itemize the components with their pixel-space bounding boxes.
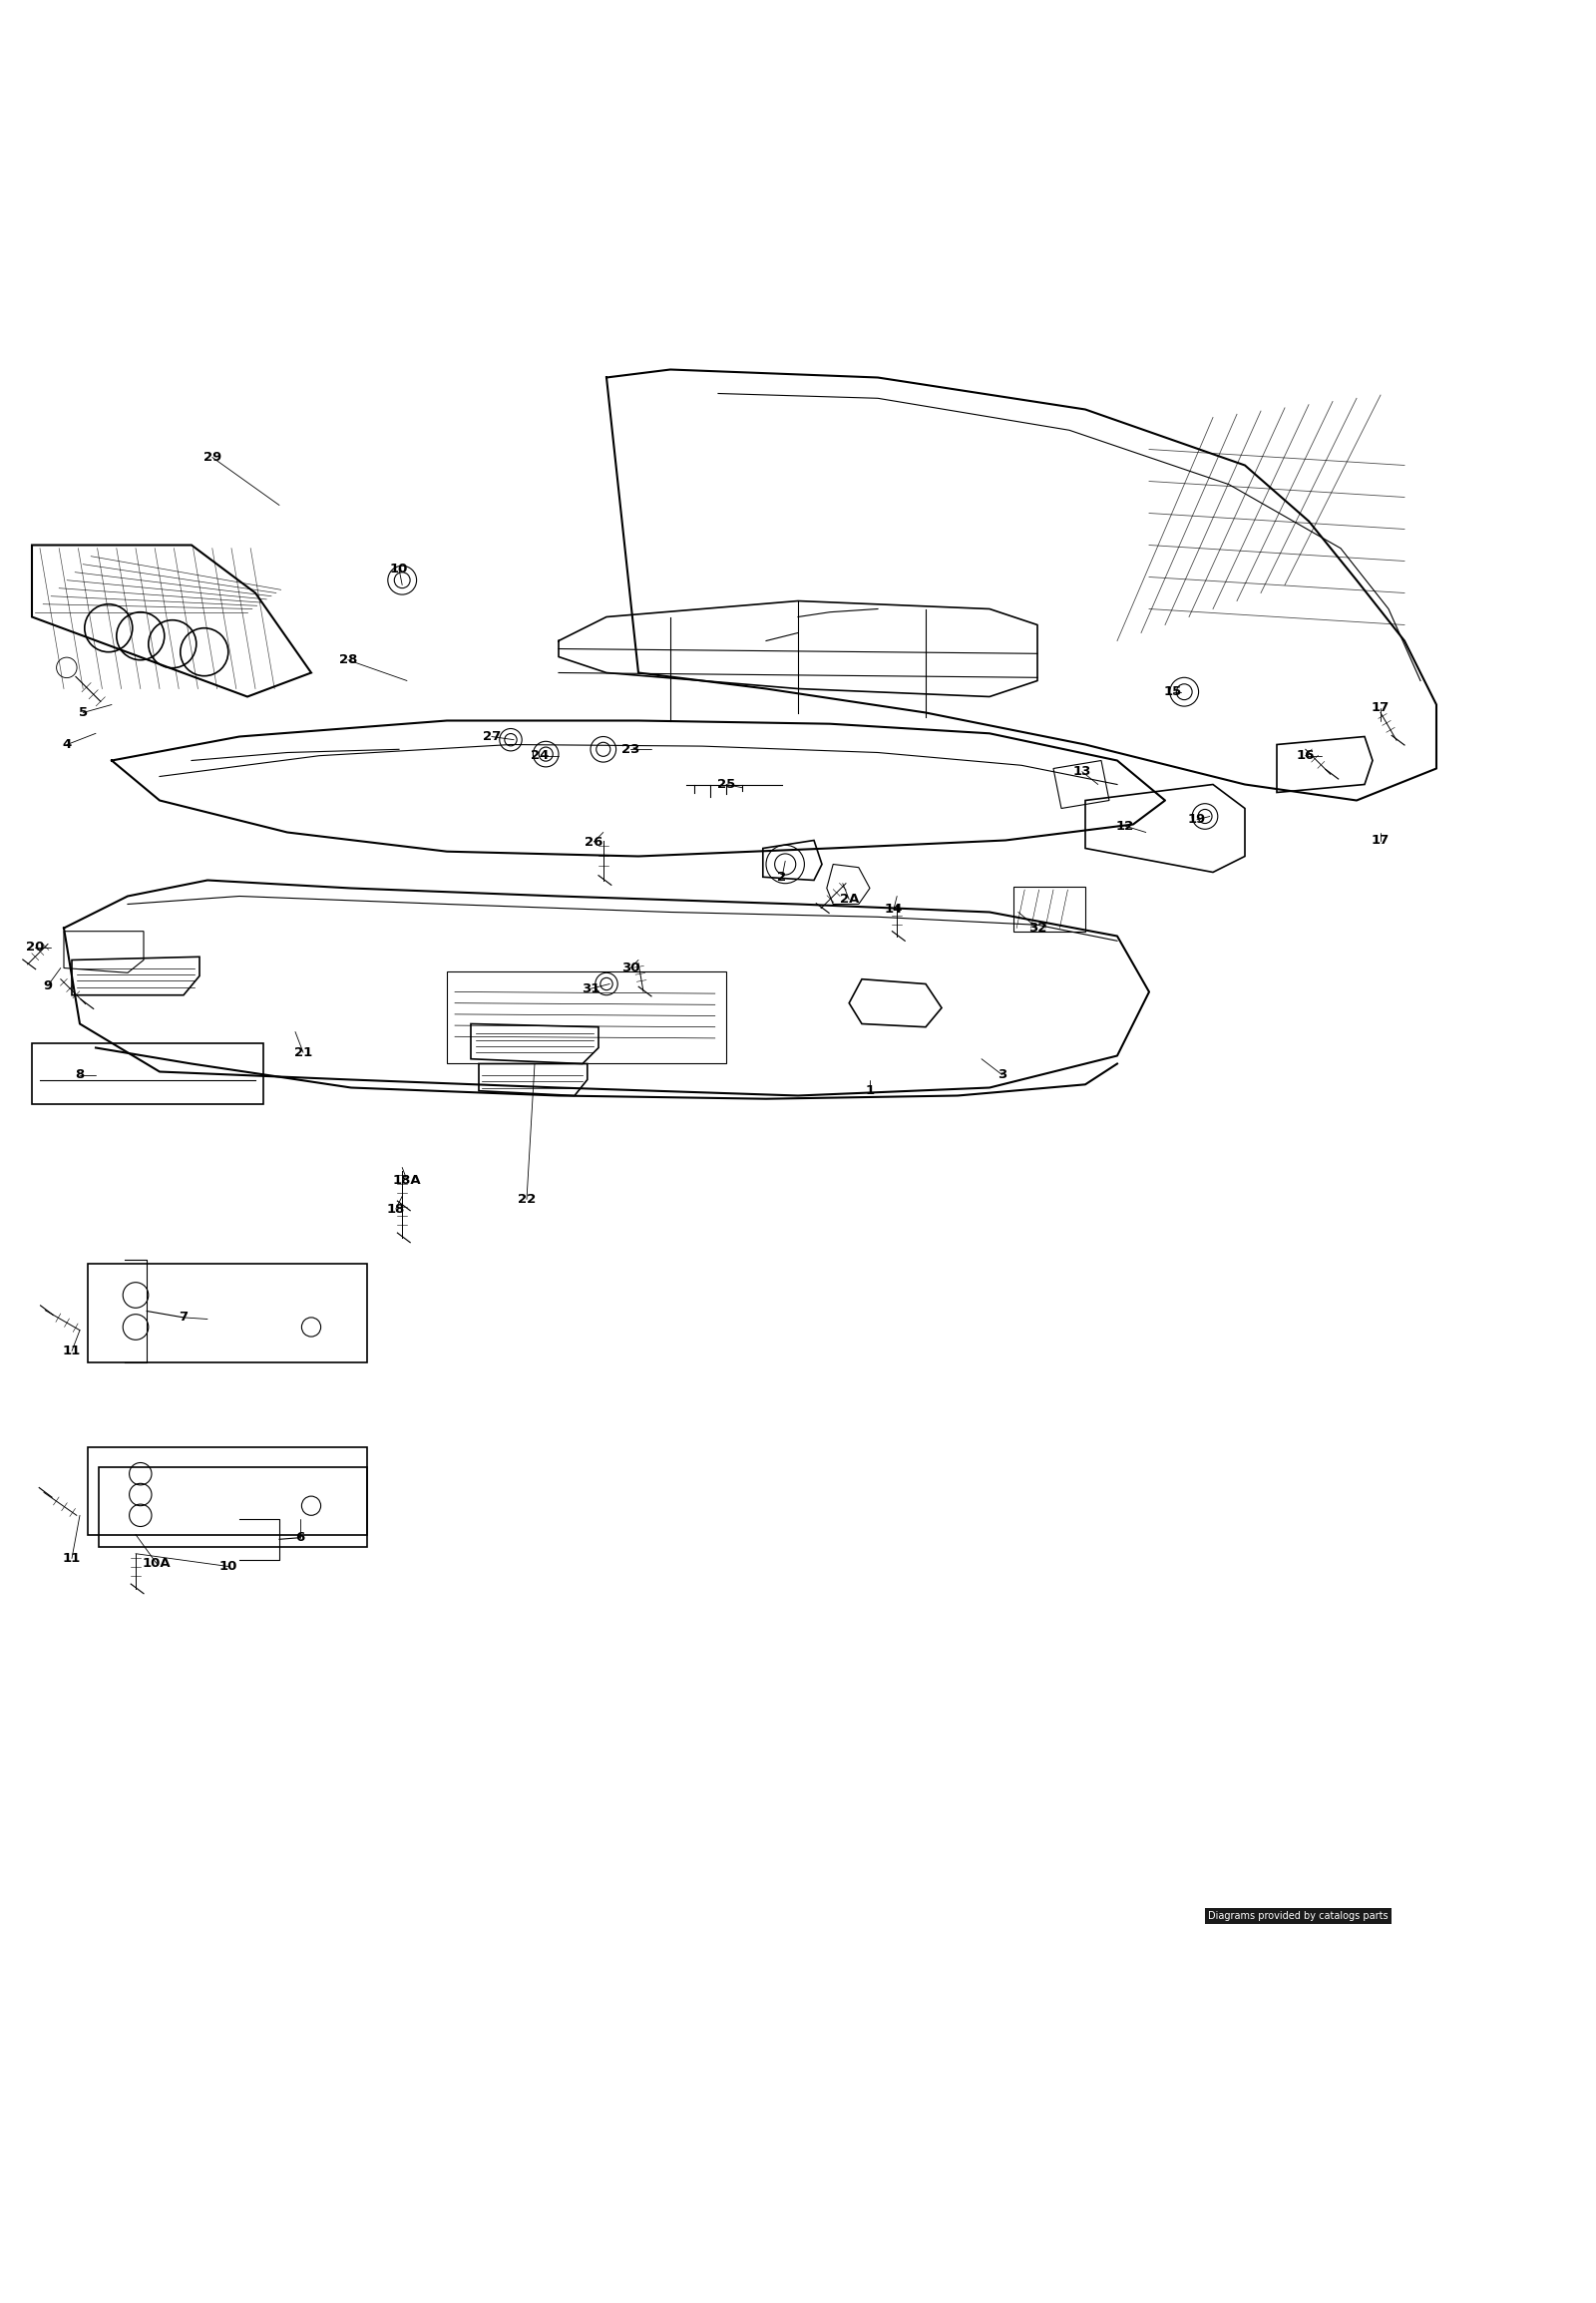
Text: 6: 6: [295, 1531, 305, 1545]
Bar: [1013, 887, 1085, 930]
Text: 22: 22: [517, 1193, 536, 1207]
Text: 14: 14: [884, 903, 903, 914]
Text: 7: 7: [179, 1310, 188, 1324]
Text: 11: 11: [62, 1552, 81, 1566]
Text: 17: 17: [1371, 834, 1390, 848]
Text: 17: 17: [1371, 702, 1390, 714]
Text: 27: 27: [482, 730, 501, 744]
Text: 20: 20: [26, 940, 45, 953]
Text: 19: 19: [1187, 813, 1207, 827]
Text: 18A: 18A: [393, 1175, 421, 1186]
Text: 26: 26: [584, 836, 603, 848]
Text: 10A: 10A: [142, 1557, 171, 1571]
Bar: [88, 1264, 367, 1361]
Text: 30: 30: [621, 960, 640, 974]
Text: 2: 2: [777, 871, 787, 884]
Text: 12: 12: [1116, 820, 1135, 831]
Text: 24: 24: [530, 748, 549, 762]
Text: 16: 16: [1296, 748, 1315, 762]
Text: 4: 4: [62, 737, 72, 751]
Text: 11: 11: [62, 1345, 81, 1356]
Text: 10: 10: [219, 1559, 238, 1573]
Text: 10: 10: [389, 562, 409, 576]
Text: 1: 1: [865, 1085, 875, 1096]
Text: 8: 8: [75, 1069, 85, 1082]
Text: 15: 15: [1163, 686, 1183, 698]
Text: 5: 5: [78, 707, 88, 719]
Text: 29: 29: [203, 451, 222, 463]
Text: 25: 25: [717, 778, 736, 790]
Text: 31: 31: [581, 983, 600, 995]
Bar: [32, 1043, 263, 1103]
Text: 3: 3: [998, 1069, 1007, 1082]
Text: 2A: 2A: [839, 894, 859, 905]
Text: 32: 32: [1028, 921, 1047, 935]
Text: 21: 21: [294, 1046, 313, 1059]
Text: 28: 28: [338, 654, 358, 666]
Text: 18: 18: [386, 1202, 405, 1216]
Bar: [447, 972, 726, 1064]
Text: Diagrams provided by catalogs parts: Diagrams provided by catalogs parts: [1208, 1911, 1389, 1921]
Bar: [88, 1446, 367, 1534]
Text: 23: 23: [621, 744, 640, 755]
Bar: [99, 1467, 367, 1548]
Text: 9: 9: [43, 979, 53, 993]
Text: 13: 13: [1073, 765, 1092, 778]
